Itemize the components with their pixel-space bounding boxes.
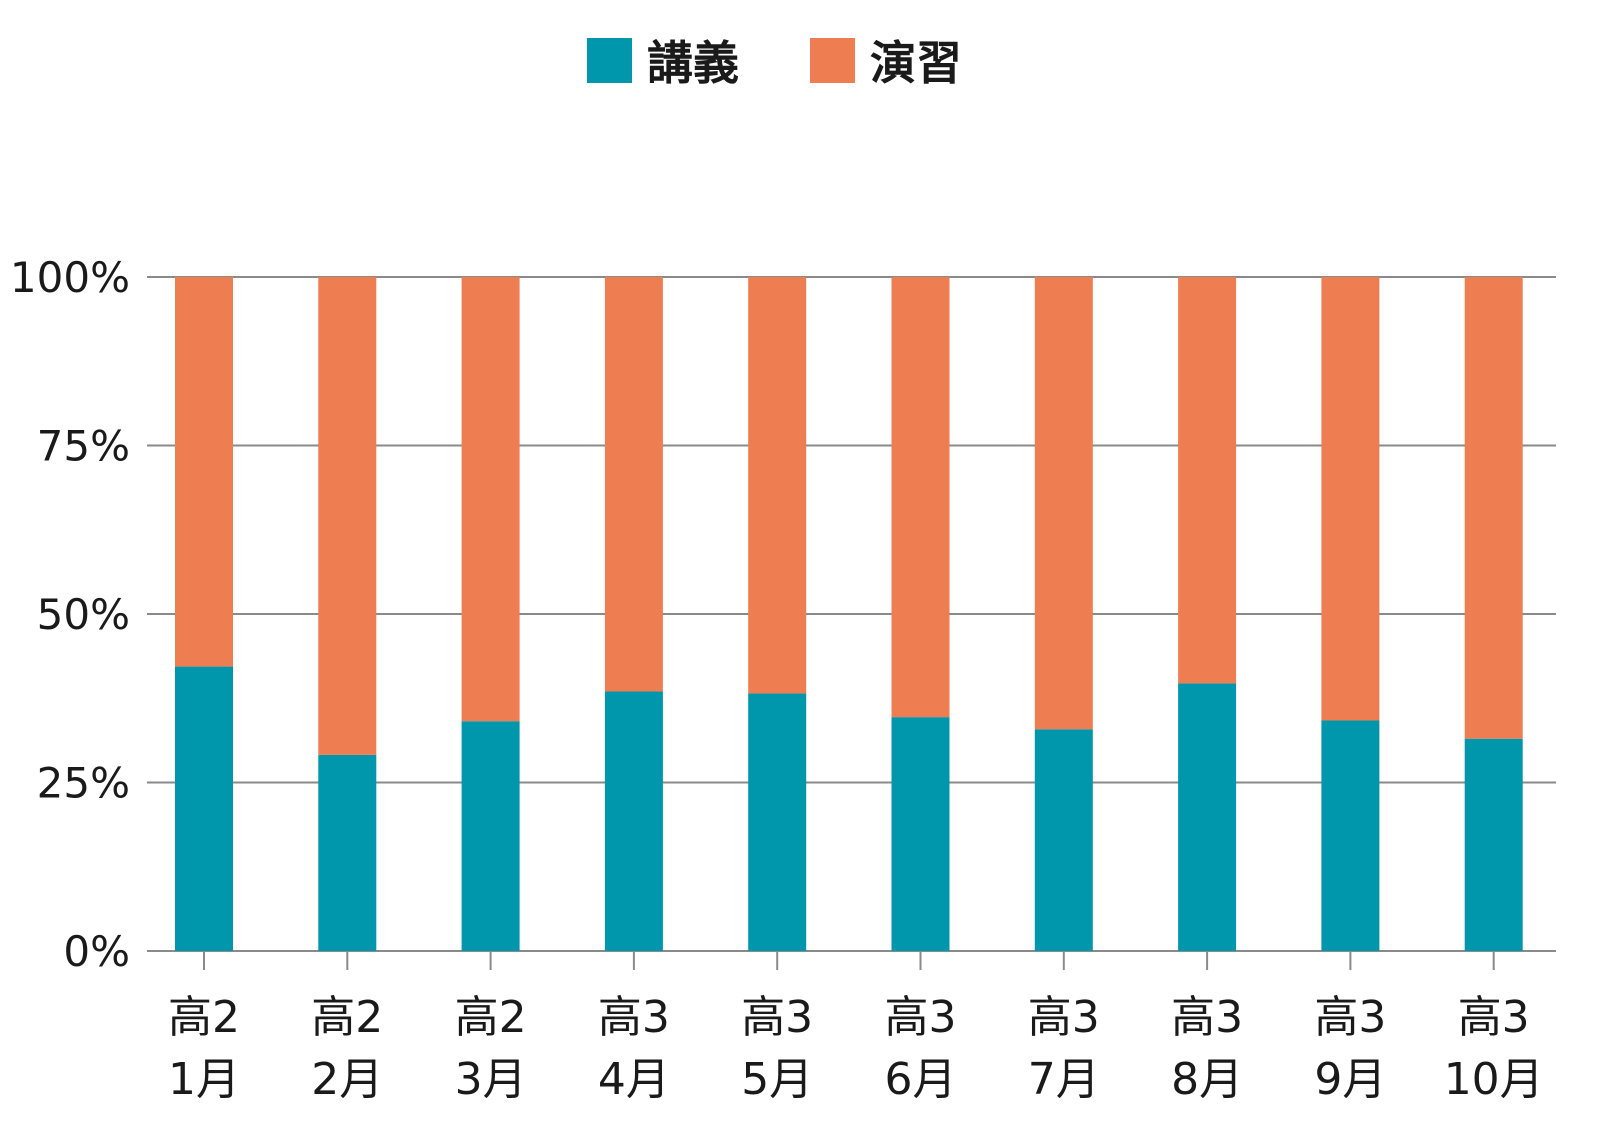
x-tick-label: 高3 xyxy=(741,992,813,1043)
bar-segment-exercise xyxy=(748,277,807,694)
bar-segment-exercise xyxy=(1178,277,1237,684)
bar-segment-exercise xyxy=(891,277,950,718)
x-tick-label: 6月 xyxy=(885,1054,957,1105)
y-tick-label: 100% xyxy=(10,253,130,302)
bar-segment-lecture xyxy=(748,693,807,951)
x-tick-label: 高3 xyxy=(1458,992,1530,1043)
x-tick-label: 高2 xyxy=(311,992,383,1043)
bar-segment-lecture xyxy=(604,691,663,951)
x-tick-label: 8月 xyxy=(1171,1054,1243,1105)
legend-swatch-2 xyxy=(810,38,855,83)
x-tick-label: 9月 xyxy=(1314,1054,1386,1105)
legend-swatch-1 xyxy=(587,38,632,83)
bars xyxy=(175,277,1523,951)
bar-segment-exercise xyxy=(1321,277,1380,721)
bar-segment-lecture xyxy=(1178,683,1237,951)
x-tick-label: 高3 xyxy=(1028,992,1100,1043)
legend: 講義 演習 xyxy=(587,36,962,90)
bar-segment-exercise xyxy=(175,277,233,667)
x-tick-label: 7月 xyxy=(1028,1054,1100,1105)
bar-segment-lecture xyxy=(461,721,520,951)
legend-label-1: 講義 xyxy=(647,36,739,90)
bar-segment-exercise xyxy=(1464,277,1523,739)
x-tick-label: 高3 xyxy=(598,992,670,1043)
x-axis xyxy=(203,951,1495,970)
bar-segment-exercise xyxy=(1034,277,1093,730)
y-tick-labels: 0% 25% 50% 75% 100% xyxy=(10,253,130,976)
bar-segment-exercise xyxy=(461,277,520,722)
legend-label-2: 演習 xyxy=(870,36,962,90)
bar-segment-lecture xyxy=(891,717,950,951)
y-tick-label: 75% xyxy=(37,422,130,471)
x-tick-label: 1月 xyxy=(168,1054,240,1105)
bar-segment-lecture xyxy=(175,666,233,951)
gridlines xyxy=(147,276,1556,952)
x-tick-label: 3月 xyxy=(455,1054,527,1105)
x-tick-labels: 高2 1月 高2 2月 高2 3月 高3 4月 高3 5月 高3 6月 高3 7月 高3 8月 高3 9月 高3 10… xyxy=(168,992,1544,1105)
x-tick-label: 10月 xyxy=(1444,1054,1544,1105)
bar-segment-lecture xyxy=(1321,720,1380,951)
bar-segment-lecture xyxy=(1464,738,1523,951)
bar-segment-exercise xyxy=(604,277,663,692)
x-tick-label: 4月 xyxy=(598,1054,670,1105)
x-tick-label: 高2 xyxy=(168,992,240,1043)
bar-segment-exercise xyxy=(318,277,377,755)
x-tick-label: 2月 xyxy=(311,1054,383,1105)
y-tick-label: 0% xyxy=(63,927,130,976)
y-tick-label: 25% xyxy=(37,759,130,808)
x-tick-label: 高2 xyxy=(455,992,527,1043)
x-tick-label: 5月 xyxy=(741,1054,813,1105)
x-tick-label: 高3 xyxy=(1171,992,1243,1043)
bar-segment-lecture xyxy=(318,754,377,951)
bar-segment-lecture xyxy=(1034,729,1093,951)
x-tick-label: 高3 xyxy=(1314,992,1386,1043)
y-tick-label: 50% xyxy=(37,590,130,639)
x-tick-label: 高3 xyxy=(885,992,957,1043)
